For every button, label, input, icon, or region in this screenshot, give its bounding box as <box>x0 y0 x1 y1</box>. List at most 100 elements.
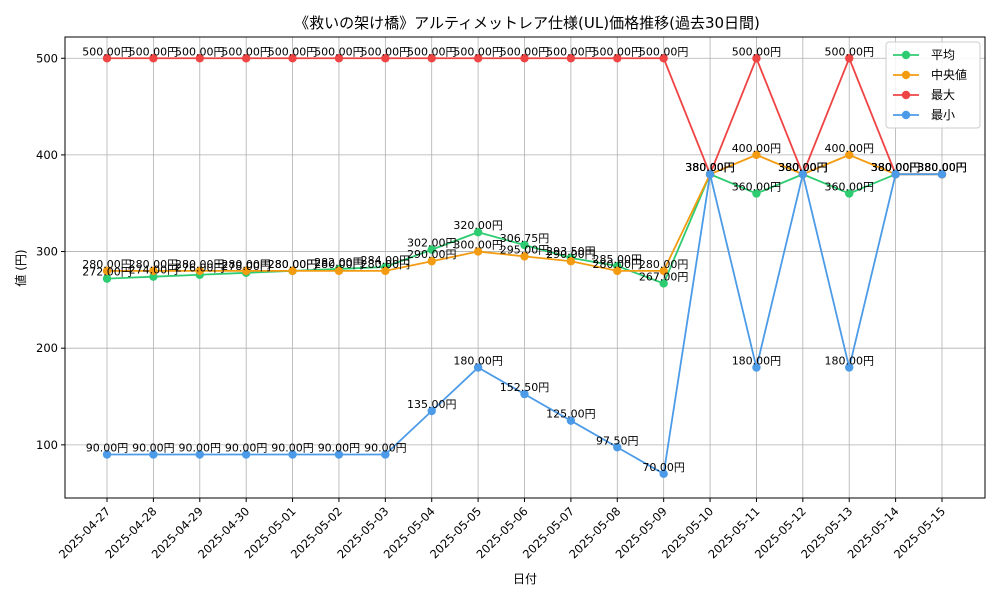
x-axis-label: 日付 <box>513 572 537 586</box>
data-point <box>473 247 483 256</box>
data-label: 90.00円 <box>225 442 268 455</box>
data-label: 90.00円 <box>132 442 175 455</box>
data-label: 295.00円 <box>500 243 550 256</box>
data-label: 267.00円 <box>639 270 689 283</box>
data-label: 282.00円 <box>314 256 364 269</box>
series-lines <box>102 54 947 479</box>
data-label: 320.00円 <box>453 219 503 232</box>
data-label: 500.00円 <box>593 45 643 58</box>
data-label: 500.00円 <box>407 45 457 58</box>
data-point <box>195 450 204 459</box>
y-tick-label: 300 <box>36 245 58 259</box>
data-label: 380.00円 <box>778 161 828 174</box>
data-point <box>427 245 436 254</box>
data-label: 360.00円 <box>824 181 874 194</box>
legend-label: 最大 <box>931 88 955 102</box>
data-label: 500.00円 <box>221 45 271 58</box>
data-point <box>427 257 436 266</box>
data-label: 500.00円 <box>824 45 874 58</box>
data-label: 500.00円 <box>500 45 550 58</box>
data-label: 500.00円 <box>732 45 782 58</box>
data-label: 380.00円 <box>778 161 828 174</box>
data-label: 70.00円 <box>642 461 685 474</box>
data-label: 380.00円 <box>917 161 967 174</box>
data-label: 380.00円 <box>871 161 921 174</box>
data-label: 180.00円 <box>453 355 503 368</box>
data-label: 380.00円 <box>917 161 967 174</box>
data-point <box>798 170 808 179</box>
data-point <box>241 54 251 63</box>
data-point <box>288 266 297 276</box>
data-label: 380.00円 <box>685 161 735 174</box>
data-label: 90.00円 <box>364 442 407 455</box>
data-point <box>752 150 761 160</box>
data-label: 302.00円 <box>407 237 457 250</box>
data-label: 180.00円 <box>824 355 874 368</box>
data-label: 380.00円 <box>871 161 921 174</box>
data-point <box>195 266 204 276</box>
data-point <box>149 266 158 276</box>
legend-marker <box>901 50 911 60</box>
data-point <box>473 228 483 237</box>
data-labels: 272.00円274.00円276.00円278.00円280.00円282.0… <box>82 45 967 474</box>
data-point <box>566 416 576 425</box>
data-label: 500.00円 <box>82 45 132 58</box>
data-label: 290.00円 <box>407 248 457 261</box>
legend-marker <box>901 110 911 120</box>
data-label: 280.00円 <box>314 258 364 271</box>
data-point <box>149 450 158 459</box>
data-label: 97.50円 <box>596 434 639 447</box>
data-point <box>334 54 344 63</box>
data-label: 276.00円 <box>175 262 225 275</box>
data-label: 280.00円 <box>268 258 318 271</box>
data-point <box>102 54 112 63</box>
data-label: 380.00円 <box>685 161 735 174</box>
legend-marker <box>901 70 911 80</box>
chart-title: 《救いの架け橋》アルティメットレア仕様(UL)価格推移(過去30日間) <box>294 14 760 32</box>
data-point <box>520 240 529 250</box>
data-label: 380.00円 <box>917 161 967 174</box>
y-tick-label: 400 <box>36 148 58 162</box>
data-label: 280.00円 <box>593 258 643 271</box>
data-label: 500.00円 <box>268 45 318 58</box>
data-label: 380.00円 <box>685 161 735 174</box>
data-label: 500.00円 <box>175 45 225 58</box>
data-point <box>613 443 622 452</box>
data-point <box>473 54 483 63</box>
data-point <box>613 54 622 63</box>
data-label: 90.00円 <box>179 442 222 455</box>
data-point <box>334 266 344 276</box>
data-point <box>520 54 529 63</box>
data-label: 500.00円 <box>361 45 411 58</box>
data-label: 380.00円 <box>778 161 828 174</box>
data-point <box>752 189 761 198</box>
data-point <box>381 266 390 276</box>
data-point <box>845 363 854 372</box>
data-point <box>427 54 436 63</box>
legend-label: 中央値 <box>931 67 967 82</box>
data-label: 280.00円 <box>221 258 271 271</box>
data-label: 500.00円 <box>546 45 596 58</box>
data-point <box>659 266 668 276</box>
data-point <box>845 150 854 160</box>
y-axis-label: 値 (円) <box>13 249 28 286</box>
y-tick-label: 200 <box>36 341 58 355</box>
data-point <box>845 54 854 63</box>
data-label: 278.00円 <box>221 260 271 273</box>
data-point <box>288 450 297 459</box>
legend-label: 平均 <box>931 48 955 62</box>
data-label: 500.00円 <box>453 45 503 58</box>
data-label: 380.00円 <box>778 161 828 174</box>
legend-marker <box>901 90 911 100</box>
data-point <box>891 170 900 179</box>
data-label: 280.00円 <box>129 258 179 271</box>
data-point <box>149 272 158 281</box>
data-label: 290.00円 <box>546 248 596 261</box>
data-label: 360.00円 <box>732 181 782 194</box>
data-label: 90.00円 <box>318 442 361 455</box>
data-label: 400.00円 <box>824 142 874 155</box>
data-label: 380.00円 <box>871 161 921 174</box>
data-point <box>937 170 947 179</box>
data-point <box>520 252 529 261</box>
